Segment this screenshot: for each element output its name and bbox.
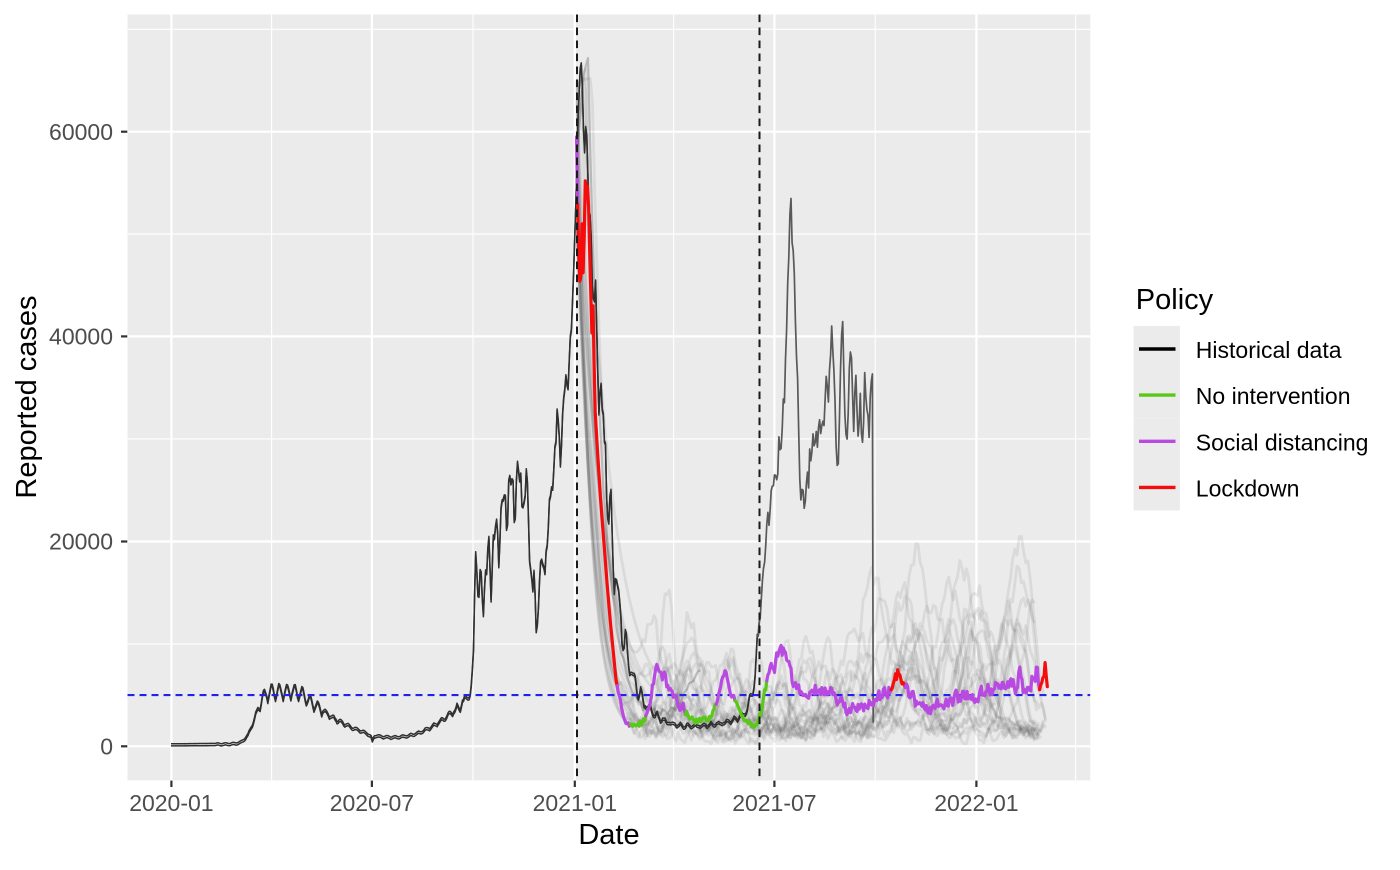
- svg-text:Lockdown: Lockdown: [1196, 475, 1300, 501]
- svg-text:40000: 40000: [49, 324, 113, 350]
- svg-text:Policy: Policy: [1136, 284, 1214, 316]
- svg-text:2022-01: 2022-01: [934, 790, 1018, 816]
- svg-text:No intervention: No intervention: [1196, 383, 1351, 409]
- svg-text:2020-07: 2020-07: [330, 790, 414, 816]
- svg-text:Social distancing: Social distancing: [1196, 429, 1369, 455]
- svg-text:Date: Date: [578, 819, 639, 851]
- svg-text:20000: 20000: [49, 529, 113, 555]
- svg-text:Historical data: Historical data: [1196, 337, 1342, 363]
- svg-text:60000: 60000: [49, 119, 113, 145]
- svg-text:Reported cases: Reported cases: [11, 295, 43, 498]
- svg-text:2021-07: 2021-07: [732, 790, 816, 816]
- svg-text:0: 0: [100, 734, 113, 760]
- svg-text:2021-01: 2021-01: [533, 790, 617, 816]
- svg-text:2020-01: 2020-01: [129, 790, 213, 816]
